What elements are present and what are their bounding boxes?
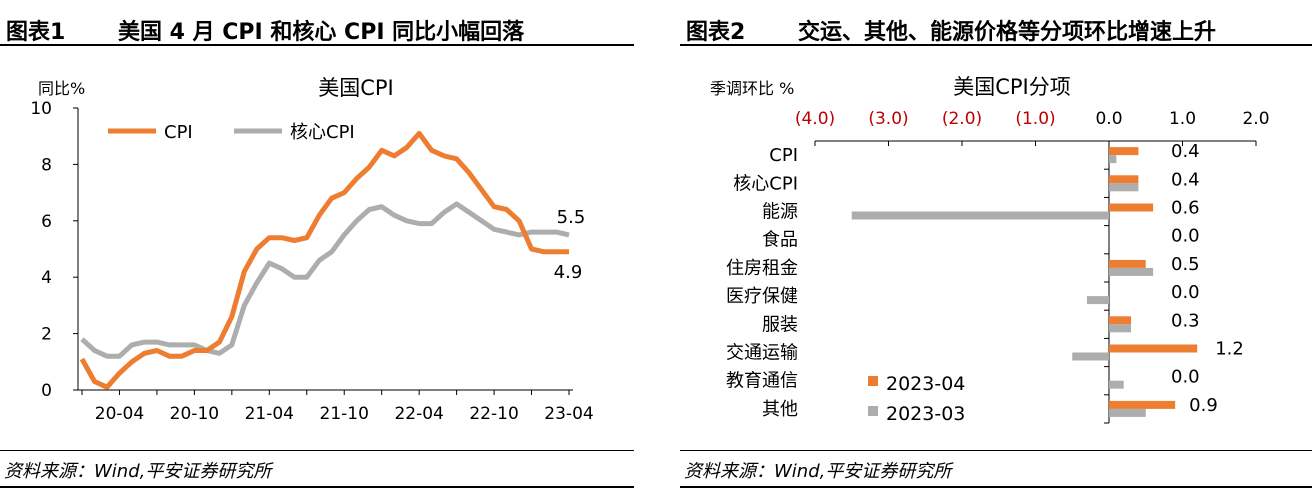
figure-2-header-rule — [680, 44, 1312, 46]
y-tick-label: 6 — [41, 212, 52, 232]
x-tick-label: 1.0 — [1169, 109, 1196, 129]
category-label: 住房租金 — [726, 258, 798, 279]
data-label: 0.3 — [1171, 310, 1200, 331]
bar-2023-04 — [1109, 344, 1198, 353]
x-tick-label: 20-10 — [170, 404, 219, 424]
x-tick-label: (3.0) — [868, 109, 908, 129]
bar-2023-04 — [1109, 400, 1176, 409]
data-label: 0.6 — [1171, 198, 1200, 219]
category-label: 核心CPI — [733, 173, 798, 194]
bar-2023-03 — [1109, 267, 1154, 276]
figure-1-source: 资料来源：Wind,平安证券研究所 — [4, 461, 272, 482]
data-label: 0.4 — [1171, 141, 1200, 162]
x-tick-label: (1.0) — [1015, 109, 1055, 129]
category-label: 教育通信 — [726, 371, 798, 392]
figure-2-source: 资料来源：Wind,平安证券研究所 — [684, 461, 952, 482]
category-label: 食品 — [762, 230, 798, 251]
figure-2-number: 图表2 — [686, 20, 746, 45]
bar-2023-03 — [1109, 324, 1132, 333]
figure-1-panel: 图表1 美国 4 月 CPI 和核心 CPI 同比小幅回落 美国CPI 同比% 0 2… — [0, 0, 634, 496]
bar-2023-03 — [851, 211, 1109, 220]
data-label: 0.4 — [1171, 169, 1200, 190]
category-label: 其他 — [762, 399, 798, 420]
bar-2023-04 — [1109, 316, 1132, 325]
y-tick-label: 10 — [30, 99, 52, 119]
chart-2-title: 美国CPI分项 — [953, 75, 1071, 99]
data-label: 0.0 — [1171, 226, 1200, 247]
bar-2023-04 — [1109, 175, 1139, 184]
category-label: 医疗保健 — [726, 286, 798, 307]
cpi-line-chart: 美国CPI 同比% 0 2 4 6 8 10 20-04 20-10 21-04 21-10 22-04… — [30, 76, 593, 424]
x-tick-label: 20-04 — [95, 404, 144, 424]
cpi-components-bar-chart: 美国CPI分项 季调环比 %(4.0) (3.0) (2.0) (1.0) 0.0 1.0 2… — [710, 75, 1270, 425]
data-label: 0.0 — [1171, 282, 1200, 303]
bar-2023-03 — [1086, 296, 1109, 305]
figure-1-header: 图表1 美国 4 月 CPI 和核心 CPI 同比小幅回落 — [0, 6, 634, 45]
bar-2023-03 — [1109, 155, 1117, 164]
bar-2023-03 — [1109, 408, 1146, 417]
bar-2023-04 — [1109, 147, 1139, 156]
data-label: 1.2 — [1215, 339, 1244, 360]
bar-2023-04 — [1109, 203, 1154, 212]
figure-2-header: 图表2 交运、其他、能源价格等分项环比增速上升 — [680, 6, 1312, 45]
x-tick-label: 21-10 — [320, 404, 369, 424]
x-tick-label: 21-04 — [245, 404, 294, 424]
chart-1-title: 美国CPI — [318, 76, 394, 100]
figure-1-bottom-rule — [0, 486, 634, 488]
figure-1-header-rule — [0, 44, 634, 46]
legend-label: 核心CPI — [290, 122, 355, 143]
y-tick-label: 4 — [41, 268, 52, 288]
category-label: CPI — [769, 145, 798, 166]
bar-2023-03 — [1109, 183, 1139, 192]
legend-label: CPI — [164, 122, 193, 143]
bar-2023-03 — [1109, 380, 1124, 389]
data-label: 0.5 — [1171, 254, 1200, 275]
legend-label: 2023-03 — [886, 403, 965, 425]
x-tick-label: 22-04 — [394, 404, 443, 424]
figure-1-title: 美国 4 月 CPI 和核心 CPI 同比小幅回落 — [118, 20, 525, 45]
y-tick-label: 8 — [41, 155, 52, 175]
figure-2-source-rule — [680, 450, 1312, 451]
bar-2023-03 — [1072, 352, 1109, 361]
legend-swatch — [868, 406, 878, 416]
core-cpi-end-label: 5.5 — [557, 207, 586, 228]
x-tick-label: (2.0) — [942, 109, 982, 129]
figure-2-bottom-rule — [680, 486, 1312, 488]
x-tick-label: 2.0 — [1242, 109, 1269, 129]
x-tick-label: 0.0 — [1095, 109, 1122, 129]
figure-2-title: 交运、其他、能源价格等分项环比增速上升 — [798, 20, 1217, 45]
x-tick-label: (4.0) — [795, 109, 835, 129]
y-axis-label: 同比% — [38, 79, 85, 98]
data-label: 0.0 — [1171, 367, 1200, 388]
cpi-end-label: 4.9 — [554, 262, 583, 283]
data-label: 0.9 — [1189, 395, 1218, 416]
bar-2023-04 — [1109, 259, 1146, 268]
figure-2-panel: 图表2 交运、其他、能源价格等分项环比增速上升 美国CPI分项 季调环比 % (4.… — [680, 0, 1312, 496]
category-label: 能源 — [762, 202, 798, 223]
category-label: 交通运输 — [726, 343, 798, 364]
core-cpi-series-line — [80, 201, 570, 359]
x-tick-label: 22-10 — [469, 404, 518, 424]
legend-swatch — [868, 376, 878, 386]
y-tick-label: 0 — [41, 381, 52, 401]
legend-label: 2023-04 — [886, 373, 965, 395]
x-tick-label: 23-04 — [544, 404, 593, 424]
category-label: 服装 — [762, 314, 798, 335]
x-axis-unit-label: 季调环比 % — [710, 79, 794, 98]
figure-1-source-rule — [0, 450, 634, 451]
figure-1-number: 图表1 — [6, 20, 66, 45]
cpi-series-line — [79, 130, 569, 390]
y-tick-label: 2 — [41, 325, 52, 345]
